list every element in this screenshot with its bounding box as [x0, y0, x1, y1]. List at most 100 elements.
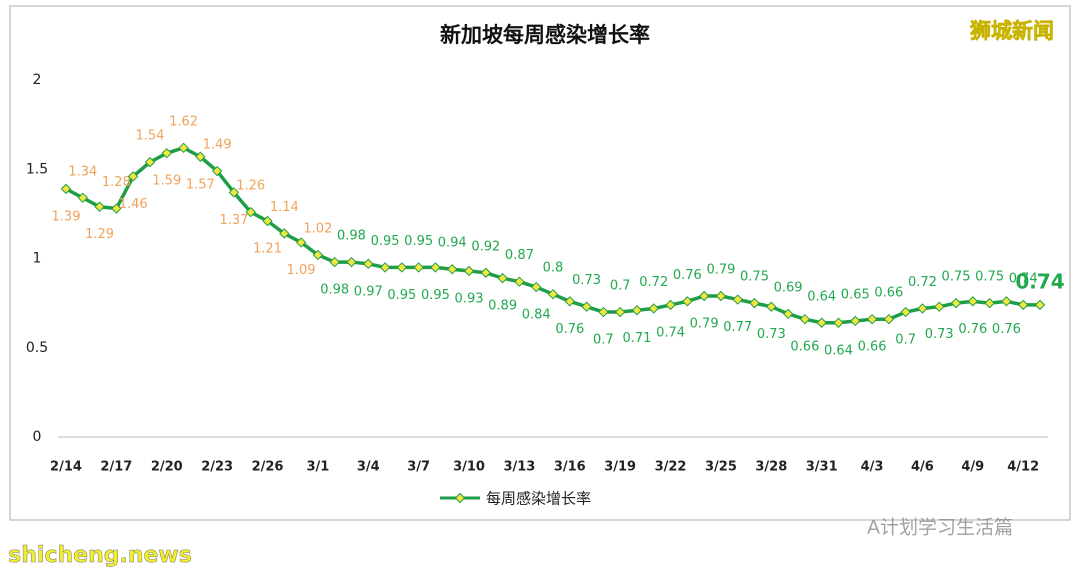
data-point [900, 306, 911, 318]
data-label: 0.95 [371, 234, 400, 249]
x-tick-label: 2/23 [201, 460, 233, 475]
data-label: 1.59 [152, 174, 181, 189]
data-point [917, 303, 928, 314]
data-point [715, 290, 727, 302]
x-tick-label: 3/25 [705, 460, 737, 475]
x-tick-label: 4/6 [911, 460, 934, 475]
data-label: 0.95 [421, 288, 450, 303]
data-point [413, 262, 424, 273]
y-tick-label: 1.5 [26, 161, 48, 177]
data-label: 0.74 [1015, 269, 1064, 293]
data-label: 0.64 [807, 289, 836, 304]
data-point [329, 256, 340, 268]
data-point [279, 228, 290, 239]
data-point [379, 262, 391, 273]
data-label: 0.98 [320, 283, 349, 298]
data-point [111, 203, 122, 214]
data-point [581, 301, 592, 312]
data-label: 0.75 [975, 270, 1004, 285]
x-tick-label: 3/28 [755, 460, 787, 475]
data-point [547, 288, 559, 300]
data-point [312, 249, 324, 261]
data-label: 0.73 [757, 327, 786, 342]
x-tick-label: 3/13 [503, 460, 535, 475]
x-tick-label: 3/31 [806, 460, 838, 475]
data-label: 0.79 [706, 262, 735, 277]
data-label: 1.62 [169, 114, 198, 129]
data-point [262, 215, 273, 227]
x-tick-label: 3/22 [655, 460, 687, 475]
data-point [530, 281, 542, 293]
data-point [1001, 296, 1012, 307]
x-tick-label: 4/12 [1007, 460, 1039, 475]
data-label: 1.26 [236, 179, 265, 194]
data-point [77, 192, 89, 204]
data-point [447, 264, 458, 275]
y-tick-label: 0.5 [26, 340, 48, 356]
data-label: 0.72 [639, 275, 668, 290]
data-point [732, 294, 743, 305]
data-label: 0.8 [543, 261, 564, 276]
data-point [363, 258, 374, 270]
data-label: 0.95 [387, 288, 416, 303]
data-point [648, 303, 659, 314]
data-label: 0.97 [354, 284, 383, 299]
data-label: 0.75 [740, 270, 769, 285]
data-label: 0.74 [656, 325, 685, 340]
data-point [682, 296, 693, 307]
data-label: 0.84 [522, 308, 551, 323]
data-label: 0.64 [824, 343, 853, 358]
x-tick-label: 2/20 [151, 460, 183, 475]
data-point [1034, 299, 1046, 311]
data-label: 0.7 [610, 279, 631, 294]
legend-marker [454, 492, 466, 504]
data-label: 0.73 [925, 327, 954, 342]
data-point [195, 151, 206, 162]
data-label: 0.93 [455, 291, 484, 306]
data-label: 0.98 [337, 229, 366, 244]
legend-label: 每周感染增长率 [486, 490, 591, 508]
data-label: 0.66 [790, 340, 819, 355]
data-label: 0.87 [505, 248, 534, 263]
chart-title: 新加坡每周感染增长率 [440, 23, 650, 47]
data-label: 0.95 [404, 234, 433, 249]
data-point [850, 315, 861, 327]
data-label: 0.76 [992, 322, 1021, 337]
data-label: 0.94 [438, 236, 467, 251]
x-tick-label: 3/7 [407, 460, 430, 475]
x-tick-label: 2/17 [100, 460, 132, 475]
data-point [161, 147, 172, 159]
data-point [950, 297, 962, 309]
data-label: 1.57 [186, 177, 215, 192]
data-point [665, 299, 676, 311]
data-label: 0.7 [895, 333, 916, 348]
data-point [816, 317, 827, 328]
x-tick-label: 2/14 [50, 460, 82, 475]
data-label: 0.72 [908, 275, 937, 290]
data-label: 0.73 [572, 273, 601, 288]
data-point [228, 187, 240, 198]
data-point [245, 206, 256, 218]
data-label: 0.76 [555, 322, 584, 337]
site-watermark: shicheng.news [8, 543, 192, 568]
chart-frame [9, 5, 1071, 521]
data-label: 1.02 [303, 221, 332, 236]
data-point [698, 290, 710, 302]
data-label: 1.09 [287, 263, 316, 278]
data-point [127, 171, 139, 182]
data-label: 1.34 [68, 164, 97, 179]
wechat-watermark: A计划学习生活篇 [867, 517, 1013, 539]
y-tick-label: 2 [33, 72, 42, 88]
data-label: 0.92 [471, 239, 500, 254]
data-label: 1.46 [119, 197, 148, 212]
data-label: 0.66 [858, 340, 887, 355]
data-point [883, 313, 895, 325]
data-point [799, 313, 811, 325]
data-point [564, 296, 576, 307]
x-tick-label: 3/1 [306, 460, 329, 475]
data-point [60, 183, 72, 195]
data-label: 0.7 [593, 333, 614, 348]
data-point [766, 301, 777, 312]
data-point [144, 156, 156, 168]
data-label: 0.76 [958, 322, 987, 337]
